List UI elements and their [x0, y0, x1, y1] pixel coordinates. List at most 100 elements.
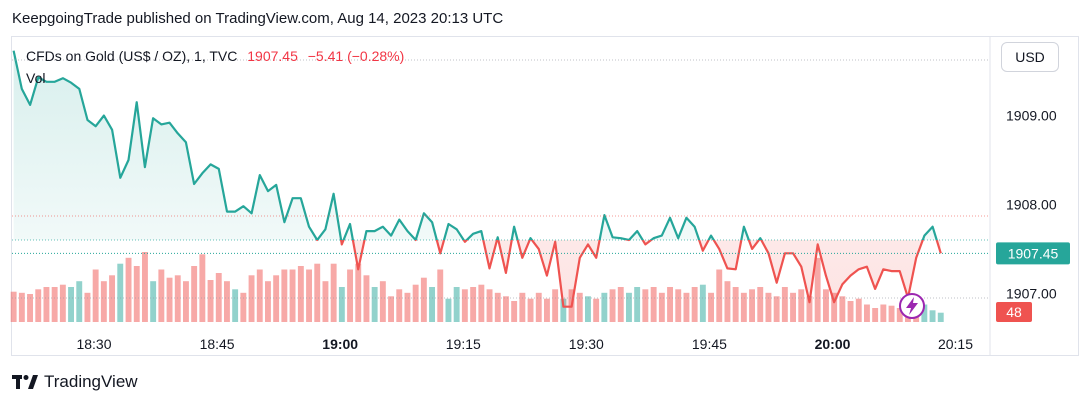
volume-bar [248, 275, 255, 322]
volume-bar [585, 296, 591, 322]
tradingview-logo-icon [12, 375, 38, 389]
lightning-icon[interactable] [899, 293, 925, 319]
volume-bar [100, 281, 107, 322]
volume-bar [166, 277, 173, 322]
volume-bar [864, 304, 870, 322]
volume-bar [59, 284, 66, 322]
volume-bar [814, 257, 821, 322]
volume-bar [363, 275, 370, 322]
volume-legend: Vol [26, 70, 46, 86]
volume-bar [338, 287, 345, 322]
price-change-value: −5.41 (−0.28%) [307, 48, 405, 64]
volume-bar [781, 287, 788, 322]
volume-bar [691, 287, 698, 322]
symbol-title: CFDs on Gold (US$ / OZ), 1, TVC [26, 48, 238, 64]
volume-bar [445, 298, 452, 322]
volume-bar [790, 292, 796, 322]
volume-bar [10, 291, 17, 322]
volume-bar [576, 292, 583, 322]
volume-bar [634, 287, 641, 322]
symbol-legend[interactable]: CFDs on Gold (US$ / OZ), 1, TVC 1907.45 … [26, 48, 404, 64]
volume-bar [437, 269, 444, 322]
volume-bar [76, 281, 83, 322]
volume-bar [142, 252, 148, 322]
x-tick-label: 18:45 [200, 336, 235, 352]
volume-bar [839, 296, 846, 322]
volume-bar [199, 254, 206, 322]
volume-bar [133, 266, 140, 322]
volume-bar [872, 308, 879, 322]
price-line-above[interactable] [12, 50, 941, 307]
y-tick-label: 1909.00 [1006, 108, 1057, 124]
volume-bar [708, 292, 714, 322]
last-price-label: 1907.45 [1008, 245, 1059, 261]
volume-bar [224, 281, 230, 322]
volume-bar [43, 287, 50, 322]
x-tick-label: 19:45 [692, 336, 727, 352]
volume-bar [544, 298, 550, 322]
tradingview-brand[interactable]: TradingView [12, 372, 138, 392]
volume-bar [601, 292, 608, 322]
volume-bar [847, 301, 854, 322]
volume-bar [183, 281, 189, 322]
volume-bar [240, 292, 247, 322]
volume-bar [429, 287, 435, 322]
volume-bar [650, 287, 657, 322]
volume-bar [117, 263, 124, 322]
volume-bar [749, 289, 755, 322]
volume-bar [207, 280, 214, 322]
volume-bar [855, 298, 862, 322]
volume-bar [297, 266, 304, 322]
y-tick-label: 1908.00 [1006, 196, 1057, 212]
volume-bar [617, 287, 624, 322]
volume-bar [265, 281, 271, 322]
chart-frame [11, 36, 1079, 356]
volume-bar [806, 296, 813, 322]
volume-bar [831, 292, 838, 322]
volume-bar [888, 305, 895, 322]
x-tick-label: 19:00 [322, 336, 358, 352]
volume-bar [256, 269, 263, 322]
x-tick-label: 19:30 [569, 336, 604, 352]
volume-bar [27, 294, 33, 322]
volume-bar [330, 263, 337, 322]
volume-bar [51, 287, 58, 322]
currency-button[interactable]: USD [1001, 42, 1059, 72]
x-tick-label: 19:15 [446, 336, 481, 352]
volume-bar [68, 287, 74, 322]
x-tick-label: 20:15 [938, 336, 973, 352]
volume-bar [535, 292, 542, 322]
volume-bar [355, 263, 362, 322]
volume-bar [470, 287, 477, 322]
volume-bar [371, 287, 378, 322]
volume-bar [642, 289, 649, 322]
volume-bar [412, 284, 419, 322]
volume-bar [511, 301, 518, 322]
volume-bar [675, 289, 682, 322]
volume-bar [593, 298, 600, 322]
volume-bar [921, 304, 928, 322]
last-volume-label: 48 [1006, 304, 1022, 320]
volume-bar [125, 257, 132, 322]
volume-bar [404, 292, 411, 322]
volume-bar [84, 292, 91, 322]
volume-bar [232, 289, 239, 322]
volume-bar [109, 275, 115, 322]
volume-bar [281, 269, 288, 322]
volume-bar [150, 281, 157, 322]
x-tick-label: 20:00 [815, 336, 851, 352]
volume-bar [388, 296, 394, 322]
volume-bar [699, 284, 706, 322]
volume-bar [420, 277, 427, 322]
volume-bar [757, 287, 764, 322]
volume-bar [215, 273, 222, 322]
volume-bar [880, 304, 887, 322]
volume-bar [92, 269, 99, 322]
x-tick-label: 18:30 [76, 336, 111, 352]
volume-bar [560, 298, 567, 322]
volume-bar [306, 269, 312, 322]
volume-bar [18, 292, 25, 322]
last-volume-badge [996, 302, 1032, 322]
last-price-badge [996, 242, 1070, 265]
